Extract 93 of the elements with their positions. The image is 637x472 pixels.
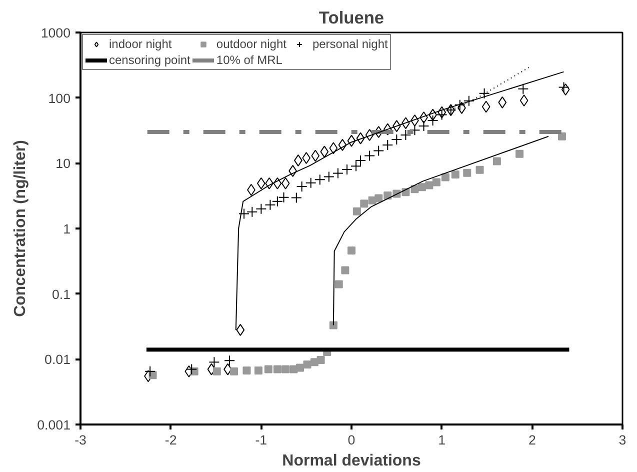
- point: [242, 366, 251, 375]
- point: [409, 124, 420, 136]
- point: [382, 139, 394, 150]
- point: [329, 142, 338, 154]
- point: [425, 181, 434, 190]
- point: [273, 365, 282, 374]
- point: [314, 174, 326, 186]
- point: [329, 321, 338, 330]
- point: [341, 164, 352, 175]
- point: [144, 366, 156, 377]
- point: [303, 360, 312, 368]
- point: [418, 183, 426, 192]
- point: [186, 364, 198, 375]
- point: [463, 95, 474, 106]
- x-tick-label: 2: [528, 432, 536, 448]
- point: [520, 94, 528, 107]
- legend-label: outdoor night: [216, 37, 286, 51]
- x-tick-label: -3: [74, 432, 86, 448]
- point: [290, 192, 302, 204]
- point: [207, 363, 216, 376]
- x-tick-label: 3: [618, 432, 626, 448]
- legend-label: personal night: [312, 37, 388, 51]
- point: [558, 132, 566, 140]
- point: [454, 99, 466, 110]
- point: [436, 109, 448, 120]
- point: [246, 206, 258, 218]
- point: [558, 82, 570, 93]
- point: [400, 129, 412, 140]
- point: [323, 171, 334, 182]
- point: [281, 177, 290, 190]
- y-axis-title: Concentration (ng/liter): [12, 140, 30, 317]
- point: [320, 146, 329, 158]
- point: [516, 150, 524, 158]
- point: [273, 177, 282, 190]
- y-tick-label: 0.1: [52, 286, 71, 302]
- point: [296, 180, 308, 192]
- point: [230, 367, 238, 376]
- point: [352, 207, 361, 216]
- point: [224, 355, 236, 366]
- point: [427, 114, 438, 126]
- point: [518, 83, 529, 94]
- point: [338, 138, 347, 151]
- chart-title: Toluene: [318, 8, 384, 28]
- point: [238, 208, 250, 220]
- y-tick-label: 1000: [40, 26, 71, 40]
- point: [347, 134, 356, 147]
- y-tick-label: 0.01: [44, 352, 71, 368]
- point: [463, 168, 472, 177]
- point: [561, 84, 570, 96]
- legend-label: indoor night: [109, 37, 172, 51]
- point: [364, 150, 376, 162]
- point: [476, 166, 484, 174]
- point: [373, 145, 384, 156]
- y-tick-label: 10: [56, 156, 71, 172]
- point: [356, 132, 365, 144]
- point: [264, 365, 272, 374]
- point: [236, 324, 245, 336]
- legend-label: 10% of MRL: [216, 53, 282, 67]
- point: [391, 134, 402, 146]
- point: [208, 356, 220, 368]
- point: [348, 246, 356, 255]
- legend-label: censoring point: [109, 53, 190, 67]
- x-axis-title: Normal deviations: [282, 452, 421, 470]
- x-tick-label: -2: [164, 432, 177, 448]
- point: [316, 356, 325, 364]
- point: [254, 366, 262, 375]
- point: [212, 367, 221, 376]
- point: [332, 168, 344, 179]
- point: [498, 96, 507, 108]
- point: [478, 88, 490, 99]
- point: [256, 203, 267, 214]
- point: [441, 173, 450, 182]
- point: [311, 150, 320, 162]
- point: [492, 157, 501, 166]
- point: [360, 200, 368, 208]
- point: [334, 280, 343, 288]
- point: [305, 177, 316, 188]
- point: [365, 128, 374, 141]
- point: [374, 194, 383, 202]
- point: [418, 120, 430, 132]
- point: [341, 266, 350, 274]
- y-tick-label: 100: [48, 90, 71, 106]
- point: [420, 112, 428, 124]
- point: [282, 365, 290, 374]
- point: [432, 178, 440, 186]
- x-tick-label: 0: [348, 432, 356, 448]
- y-tick-label: 1: [63, 222, 71, 236]
- x-tick-label: 1: [438, 432, 446, 448]
- x-tick-label: -1: [255, 432, 268, 448]
- point: [296, 364, 304, 372]
- point: [451, 170, 460, 179]
- y-tick-label: 0.001: [37, 418, 71, 432]
- point: [482, 100, 490, 113]
